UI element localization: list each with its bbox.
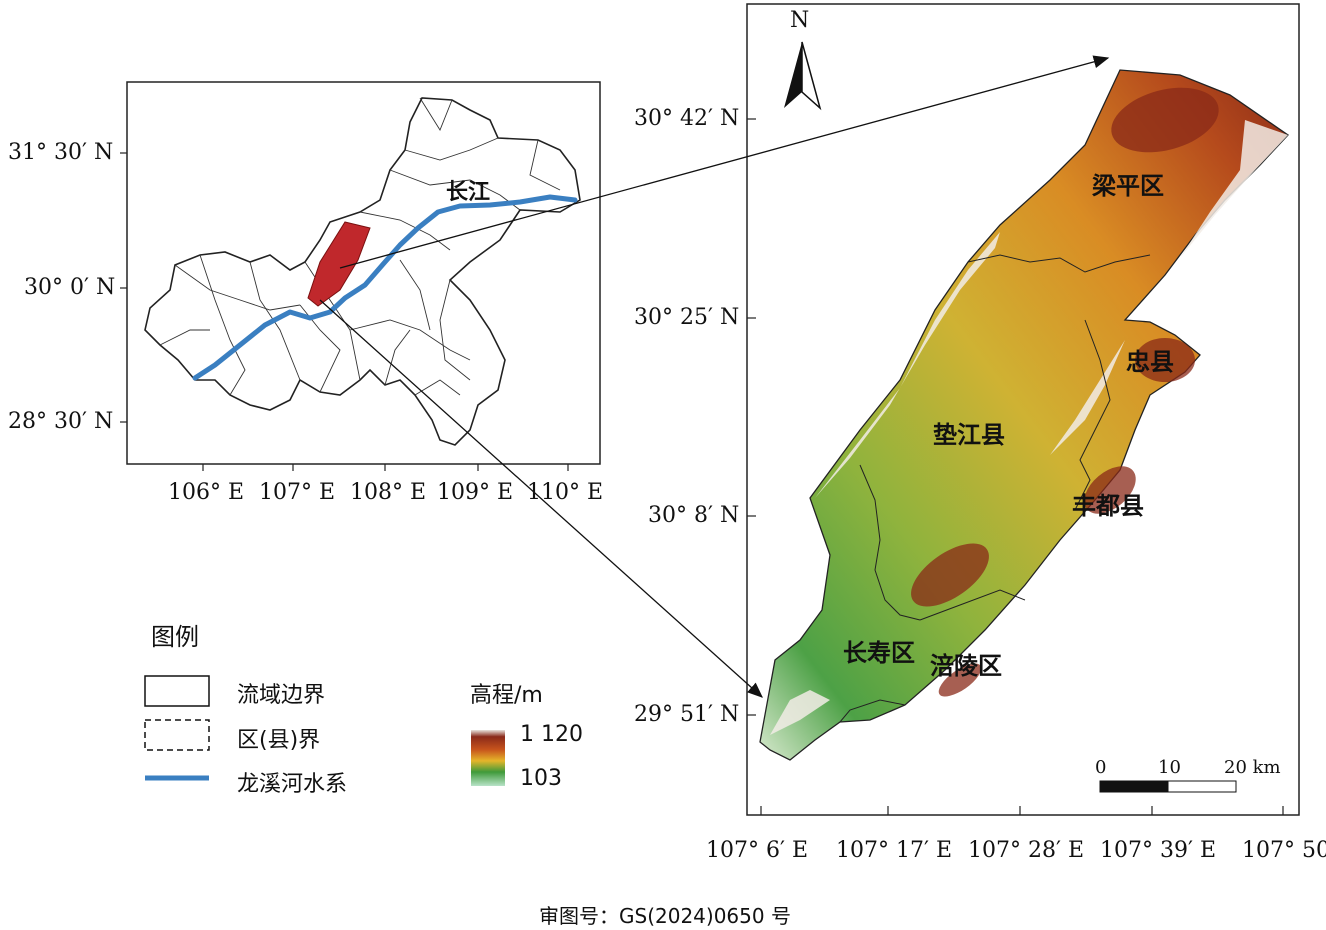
main-lon-label: 107° 28′ E	[968, 838, 1085, 863]
scale-bar	[1099, 780, 1237, 793]
legend-item-label: 流域边界	[237, 683, 326, 708]
district-label: 梁平区	[1092, 172, 1164, 200]
main-lon-label: 107° 39′ E	[1100, 838, 1217, 863]
approval-number: 审图号：GS(2024)0650 号	[539, 904, 791, 928]
inset-lon-label: 109° E	[437, 480, 514, 505]
north-arrow-icon	[784, 41, 822, 111]
inset-lat-label: 31° 30′ N	[8, 140, 114, 165]
legend-dashed-box	[144, 719, 210, 751]
elevation-title: 高程/m	[470, 683, 543, 708]
high-elevation-patches	[911, 87, 1219, 697]
main-lon-label: 107° 50	[1242, 838, 1326, 863]
legend-item-label: 区(县)界	[237, 728, 321, 753]
chongqing-boundary	[144, 97, 581, 446]
scale-tick-label: 0	[1095, 757, 1107, 778]
district-label: 长寿区	[843, 639, 915, 667]
elevation-max: 1 120	[520, 722, 583, 747]
arrow-to-north	[339, 55, 1110, 269]
legend-title: 图例	[151, 623, 199, 651]
main-ticks	[747, 118, 1284, 815]
main-lon-label: 107° 6′ E	[706, 838, 809, 863]
longxi-basin-inset	[307, 221, 371, 307]
legend-elevation-ramp	[471, 730, 505, 786]
main-lat-label: 30° 42′ N	[634, 106, 740, 131]
district-label: 忠县	[1126, 348, 1174, 376]
inset-lon-label: 110° E	[527, 480, 604, 505]
elevation-min: 103	[520, 766, 562, 791]
ridge-highlights	[770, 120, 1288, 735]
inset-lon-label: 108° E	[350, 480, 427, 505]
main-lat-label: 30° 8′ N	[648, 503, 740, 528]
main-lat-label: 30° 25′ N	[634, 305, 740, 330]
scale-tick-label: 20 km	[1224, 757, 1281, 778]
scale-tick-label: 10	[1158, 757, 1181, 778]
district-label: 涪陵区	[930, 652, 1002, 680]
inset-district-lines	[159, 97, 561, 396]
district-label: 丰都县	[1072, 492, 1144, 520]
main-map-frame	[746, 3, 1300, 816]
longxi-basin-dem	[759, 69, 1289, 761]
inset-lat-label: 28° 30′ N	[8, 409, 114, 434]
main-lat-label: 29° 51′ N	[634, 702, 740, 727]
inset-lat-label: 30° 0′ N	[24, 275, 116, 300]
legend-item-label: 龙溪河水系	[237, 772, 348, 797]
inset-map-frame	[126, 81, 601, 465]
arrow-to-south	[319, 299, 763, 698]
legend-solid-box	[144, 675, 210, 707]
north-label: N	[790, 8, 810, 33]
inset-lon-label: 106° E	[168, 480, 245, 505]
inset-ticks	[120, 152, 569, 471]
inset-lon-label: 107° E	[259, 480, 336, 505]
main-lon-label: 107° 17′ E	[836, 838, 953, 863]
district-boundaries	[839, 254, 1151, 723]
yangtze-label: 长江	[446, 180, 491, 205]
yangtze-river	[192, 194, 578, 381]
district-label: 垫江县	[933, 421, 1005, 449]
